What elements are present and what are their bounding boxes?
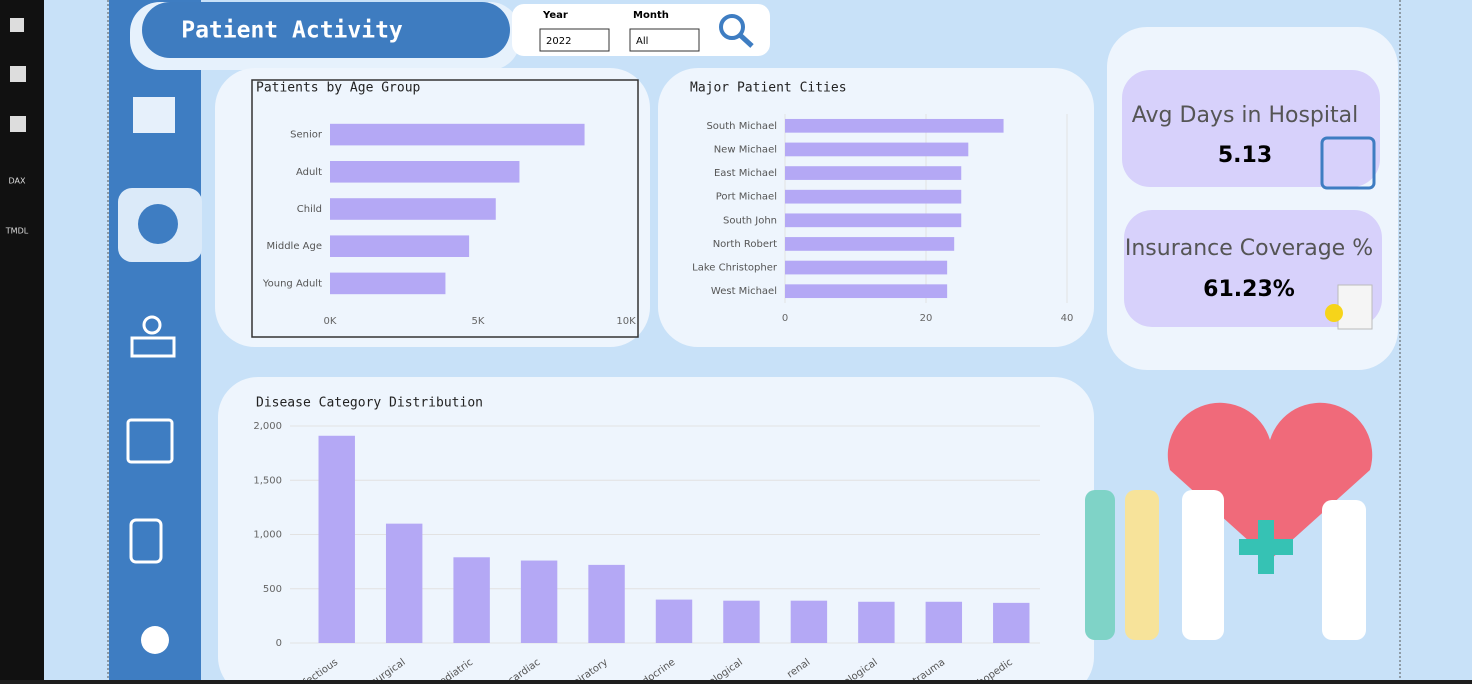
nav-icon[interactable] bbox=[126, 418, 174, 464]
slicer-dropdown[interactable] bbox=[539, 28, 610, 52]
kpi-label: Avg Days in Hospital bbox=[1132, 103, 1358, 128]
y-tick-label: North Robert bbox=[713, 239, 777, 250]
people-illustration bbox=[1085, 490, 1115, 640]
slicer-value: All bbox=[636, 36, 648, 47]
bar bbox=[330, 198, 496, 220]
document-icon bbox=[1325, 304, 1343, 322]
y-tick-label: South Michael bbox=[706, 121, 777, 132]
y-tick-label: New Michael bbox=[714, 144, 777, 155]
search-icon[interactable] bbox=[738, 33, 754, 48]
chart-title: Patients by Age Group bbox=[256, 81, 421, 96]
bar bbox=[785, 166, 962, 180]
y-tick-label: 500 bbox=[263, 584, 282, 595]
bar bbox=[330, 235, 470, 257]
bar bbox=[330, 161, 520, 183]
bar bbox=[330, 272, 446, 295]
x-tick-label: 5K bbox=[472, 316, 485, 327]
table-icon[interactable] bbox=[10, 66, 26, 82]
x-tick-label: 20 bbox=[920, 313, 933, 324]
bar bbox=[723, 600, 760, 643]
bar bbox=[785, 213, 962, 228]
nav-icon[interactable] bbox=[142, 315, 162, 335]
page-title: Patient Activity bbox=[181, 18, 403, 44]
x-tick-label: 10K bbox=[616, 316, 636, 327]
y-tick-label: West Michael bbox=[711, 286, 777, 297]
nav-icon[interactable] bbox=[138, 204, 178, 244]
y-tick-label: Middle Age bbox=[266, 241, 322, 252]
y-tick-label: Lake Christopher bbox=[692, 263, 778, 274]
document-icon bbox=[1337, 284, 1373, 330]
bar bbox=[520, 560, 558, 643]
kpi-value: 61.23% bbox=[1203, 277, 1295, 302]
nav-icon[interactable] bbox=[133, 97, 175, 133]
bar bbox=[588, 564, 625, 643]
chart-title: Disease Category Distribution bbox=[256, 396, 483, 411]
heart-illustration bbox=[1167, 402, 1373, 560]
visual-focus bbox=[251, 79, 639, 338]
report-icon[interactable] bbox=[10, 18, 24, 32]
kpi-value: 5.13 bbox=[1218, 143, 1272, 168]
x-tick-label: 40 bbox=[1061, 313, 1074, 324]
bar bbox=[785, 189, 962, 204]
bar bbox=[785, 260, 948, 275]
y-tick-label: Senior bbox=[290, 130, 323, 141]
kpi-card bbox=[1122, 70, 1380, 187]
bar bbox=[858, 601, 895, 643]
y-tick-label: Child bbox=[297, 204, 322, 215]
y-tick-label: East Michael bbox=[714, 168, 777, 179]
app-toolbar bbox=[0, 0, 44, 680]
bar bbox=[790, 600, 828, 643]
bar bbox=[785, 284, 948, 299]
y-tick-label: 1,500 bbox=[253, 475, 282, 486]
bar bbox=[330, 123, 585, 146]
people-illustration bbox=[1322, 500, 1366, 640]
y-tick-label: South John bbox=[723, 215, 777, 226]
dax-icon[interactable]: DAX bbox=[9, 177, 26, 186]
tmdl-icon[interactable]: TMDL bbox=[5, 227, 29, 236]
nav-icon[interactable] bbox=[129, 518, 163, 564]
search-icon[interactable] bbox=[719, 14, 745, 40]
model-icon[interactable] bbox=[10, 116, 26, 132]
y-tick-label: 2,000 bbox=[253, 421, 282, 432]
bar bbox=[785, 237, 955, 251]
y-tick-label: 1,000 bbox=[253, 530, 282, 541]
slicer-value: 2022 bbox=[546, 36, 571, 47]
people-illustration bbox=[1182, 490, 1224, 640]
bar bbox=[785, 142, 969, 157]
bar bbox=[453, 557, 490, 643]
slicer-label: Month bbox=[633, 10, 669, 21]
bar bbox=[318, 435, 355, 643]
kpi-label: Insurance Coverage % bbox=[1125, 236, 1373, 261]
slicer-label: Year bbox=[542, 10, 568, 21]
people-illustration bbox=[1125, 490, 1159, 640]
x-tick-label: 0K bbox=[324, 316, 337, 327]
x-tick-label: 0 bbox=[782, 313, 788, 324]
panel bbox=[658, 68, 1094, 347]
header bbox=[142, 2, 510, 58]
kpi-card bbox=[1124, 210, 1382, 327]
y-tick-label: 0 bbox=[276, 638, 282, 649]
bar bbox=[925, 601, 963, 643]
y-tick-label: Adult bbox=[296, 167, 322, 178]
y-tick-label: Port Michael bbox=[716, 192, 777, 203]
bar bbox=[385, 523, 423, 643]
y-tick-label: Young Adult bbox=[262, 278, 322, 289]
nav-icon[interactable] bbox=[130, 336, 176, 358]
bar bbox=[785, 118, 1004, 133]
bar bbox=[655, 599, 693, 643]
calendar-icon bbox=[1320, 136, 1376, 190]
slicer-dropdown[interactable] bbox=[629, 28, 700, 52]
bar bbox=[993, 602, 1030, 643]
chart-title: Major Patient Cities bbox=[690, 81, 847, 96]
nav-icon[interactable] bbox=[141, 626, 169, 654]
cross-illustration bbox=[1239, 539, 1293, 555]
